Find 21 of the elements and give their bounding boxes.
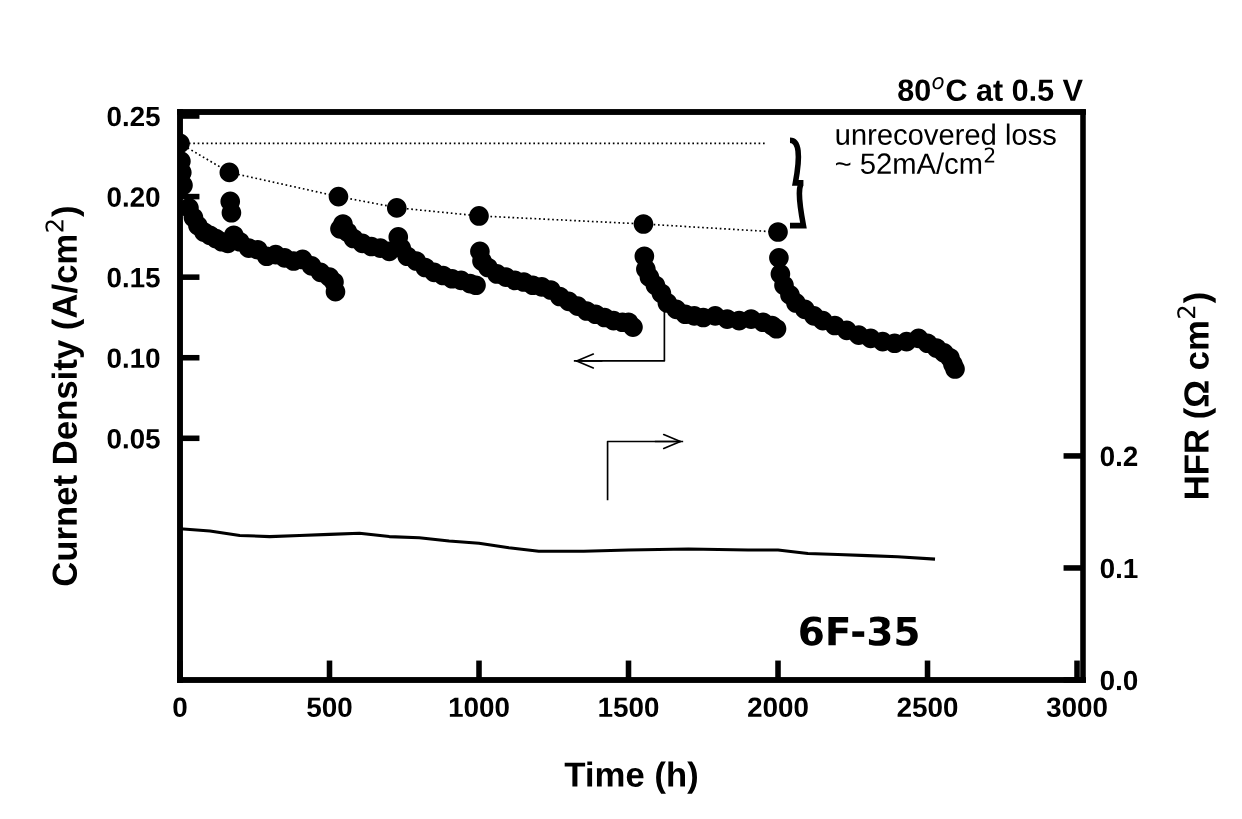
y2-tick-label: 0.2 xyxy=(1100,446,1138,467)
y-tick-label: 0.20 xyxy=(107,187,160,207)
chart-title: 80$^{o}$C at 0.5 V xyxy=(898,77,1083,102)
x-tick-label: 3000 xyxy=(1046,697,1107,718)
annotation: 6F-35 xyxy=(800,616,918,646)
annotation: unrecovered loss ~ 52mA/cm$^{2}$ xyxy=(835,123,1056,175)
y-tick-label: 0.15 xyxy=(107,267,160,288)
y-tick-label: 0.25 xyxy=(107,106,160,127)
x-tick-label: 500 xyxy=(307,697,352,718)
x-tick-label: 1500 xyxy=(599,697,659,718)
x-tick-label: 0 xyxy=(173,697,187,718)
y2-axis-title: HFR (Ω cm$^{2}$) xyxy=(1177,293,1216,499)
y-tick-label: 0.10 xyxy=(107,348,160,369)
x-axis-title: Time (h) xyxy=(564,761,697,794)
y-tick-label: 0.05 xyxy=(107,428,160,449)
x-tick-label: 2000 xyxy=(748,697,808,718)
x-tick-label: 2500 xyxy=(897,697,958,718)
y-axis-title: Curnet Density (A/cm$^{2}$) xyxy=(45,207,84,586)
y2-tick-label: 0.0 xyxy=(1100,670,1138,691)
y2-tick-label: 0.1 xyxy=(1100,558,1138,579)
x-tick-label: 1000 xyxy=(449,697,509,718)
